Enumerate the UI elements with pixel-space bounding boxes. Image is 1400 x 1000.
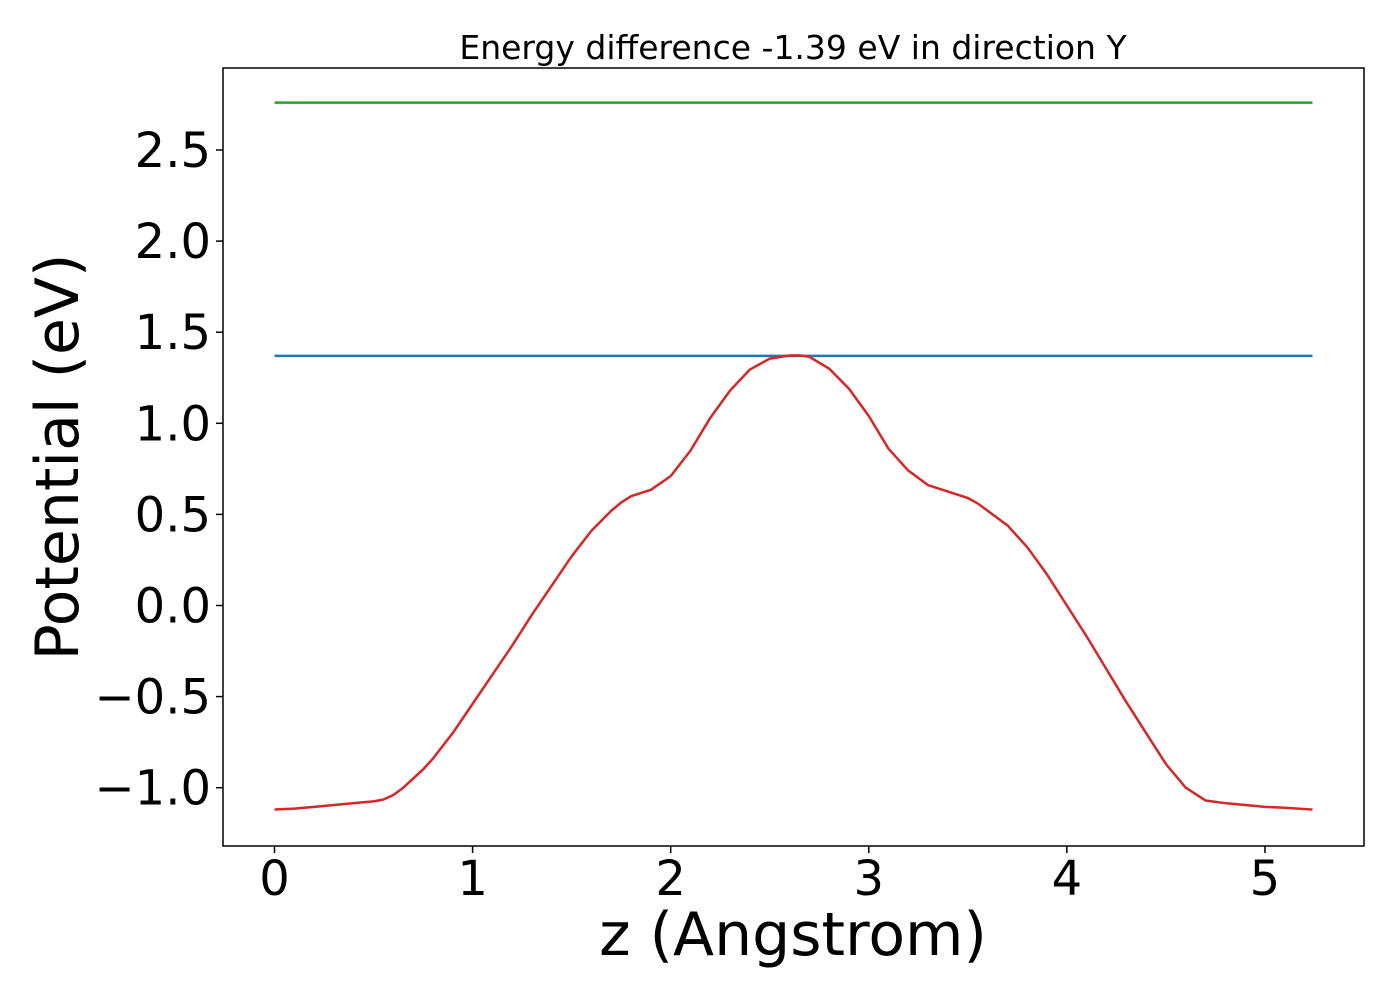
series-2 — [274, 354, 1313, 811]
y-tick-label: −1.0 — [94, 761, 211, 817]
y-tick-label: 0.0 — [135, 578, 211, 634]
x-tick-label: 4 — [1052, 851, 1083, 907]
x-tick-label: 1 — [457, 851, 488, 907]
y-tick-label: 0.5 — [135, 487, 211, 543]
series-line-2 — [274, 354, 1313, 811]
x-tick-label: 2 — [655, 851, 686, 907]
series-layer — [274, 101, 1313, 811]
x-axis-label: z (Angstrom) — [599, 900, 987, 970]
x-tick-label: 0 — [259, 851, 290, 907]
y-tick-label: 2.0 — [135, 214, 211, 270]
chart-title: Energy difference -1.39 eV in direction … — [459, 28, 1127, 67]
y-tick-label: −0.5 — [94, 670, 211, 726]
y-axis-label: Potential (eV) — [23, 254, 93, 661]
y-tick-label: 1.5 — [135, 305, 211, 361]
x-tick-label: 5 — [1250, 851, 1281, 907]
x-tick-label: 3 — [854, 851, 885, 907]
x-axis-ticks: 0 1 2 3 4 5 — [259, 846, 1280, 907]
y-tick-label: 1.0 — [135, 396, 211, 452]
plot-frame — [222, 67, 1365, 847]
y-tick-label: 2.5 — [135, 123, 211, 179]
y-axis-ticks: −1.0 −0.5 0.0 0.5 1.0 1.5 2.0 2.5 — [94, 123, 223, 817]
